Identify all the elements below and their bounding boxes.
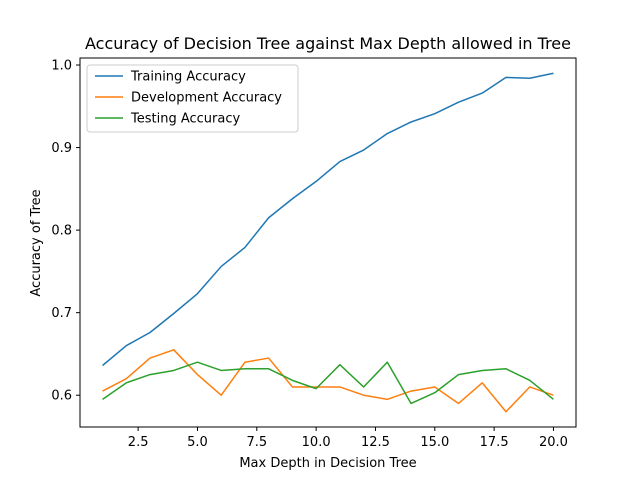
y-axis: 0.6 0.7 0.8 0.9 1.0 [51, 59, 80, 404]
y-tick-label: 0.7 [51, 306, 72, 321]
plot-area [79, 57, 577, 428]
y-tick-label: 0.9 [51, 141, 72, 156]
y-tick-label: 0.6 [51, 389, 72, 404]
legend-label: Training Accuracy [130, 70, 246, 85]
y-axis-label: Accuracy of Tree [29, 189, 44, 296]
legend-label: Development Accuracy [131, 91, 282, 106]
series-line-development-accuracy [102, 349, 554, 413]
y-tick-label: 0.8 [51, 224, 72, 239]
x-tick-label: 20.0 [539, 435, 568, 450]
x-tick-label: 17.5 [480, 435, 509, 450]
x-axis: 2.5 5.0 7.5 10.0 12.5 15.0 17.5 20.0 [128, 427, 568, 450]
y-tick-label: 1.0 [51, 59, 72, 74]
legend-label: Testing Accuracy [130, 112, 240, 127]
x-tick-label: 10.0 [302, 435, 331, 450]
legend: Training Accuracy Development Accuracy Tes… [86, 64, 299, 133]
chart-title: Accuracy of Decision Tree against Max De… [85, 34, 571, 53]
x-tick-label: 12.5 [361, 435, 390, 450]
legend-box [86, 64, 299, 133]
series-lines [102, 72, 554, 413]
x-tick-label: 2.5 [128, 435, 149, 450]
series-line-testing-accuracy [102, 361, 554, 405]
plot-frame [79, 57, 577, 428]
x-tick-label: 15.0 [420, 435, 449, 450]
x-axis-label: Max Depth in Decision Tree [239, 456, 416, 471]
x-tick-label: 5.0 [187, 435, 208, 450]
x-tick-label: 7.5 [246, 435, 267, 450]
series-line-training-accuracy [102, 72, 554, 367]
